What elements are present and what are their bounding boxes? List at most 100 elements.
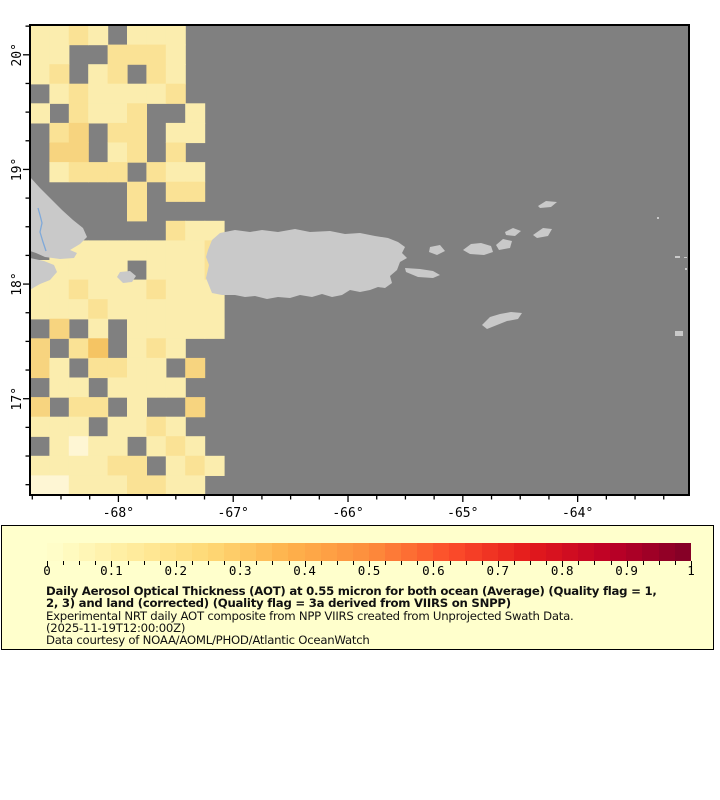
aot-cell	[127, 338, 147, 359]
aot-cell	[185, 122, 206, 144]
aot-cell	[88, 299, 109, 320]
aot-cell	[185, 162, 206, 183]
aot-cell	[88, 240, 109, 261]
colorbar-tick-label: 0.3	[228, 563, 252, 578]
colorbar-tick	[111, 561, 113, 567]
aot-cell	[204, 455, 225, 476]
colorbar-segment	[79, 543, 96, 561]
colorbar-tick	[562, 561, 564, 567]
colorbar-segment	[336, 543, 353, 561]
islet	[675, 331, 683, 336]
colorbar-tick	[63, 561, 65, 565]
aot-cell	[88, 83, 109, 104]
colorbar-tick	[497, 561, 499, 567]
aot-cell	[107, 436, 128, 457]
aot-cell	[30, 416, 50, 437]
aot-cell	[88, 436, 109, 457]
colorbar-segment	[127, 543, 144, 561]
colorbar-tick-label: 0.2	[164, 563, 188, 578]
aot-cell	[30, 475, 50, 496]
aot-cell	[146, 260, 167, 281]
aot-cell	[68, 83, 89, 104]
aot-cell	[185, 475, 206, 496]
aot-cell	[127, 279, 147, 300]
aot-cell	[68, 279, 89, 300]
aot-cell	[68, 25, 89, 46]
aot-cell	[68, 260, 89, 281]
aot-cell	[49, 142, 70, 163]
aot-cell	[146, 83, 167, 104]
aot-cell	[165, 162, 186, 183]
aot-cell	[127, 357, 147, 379]
land-hispaniola-tip	[30, 258, 57, 290]
aot-cell	[146, 357, 167, 379]
aot-cell	[68, 397, 89, 418]
colorbar-tick	[240, 561, 242, 567]
legend-caption: Daily Aerosol Optical Thickness (AOT) at…	[46, 584, 710, 647]
aot-cell	[127, 377, 147, 398]
land-st-croix	[482, 312, 522, 329]
aot-cell	[68, 142, 89, 163]
aot-cell	[185, 279, 206, 300]
legend-title-line: Daily Aerosol Optical Thickness (AOT) at…	[46, 584, 657, 598]
colorbar	[47, 543, 691, 561]
colorbar-segment	[529, 543, 546, 561]
aot-cell	[165, 83, 186, 104]
colorbar-tick	[530, 561, 531, 565]
aot-cell	[107, 455, 128, 476]
colorbar-tick-label: 0.8	[550, 563, 574, 578]
aot-cell	[68, 377, 89, 398]
colorbar-tick-label: 0	[43, 563, 51, 578]
colorbar-segment	[63, 543, 80, 561]
colorbar-segment	[626, 543, 643, 561]
legend-info-line: Experimental NRT daily AOT composite fro…	[46, 608, 574, 623]
aot-cell	[107, 475, 128, 496]
colorbar-tick	[578, 561, 580, 565]
colorbar-segment	[449, 543, 466, 561]
aot-cell	[88, 318, 109, 339]
colorbar-tick	[610, 561, 612, 565]
colorbar-tick-label: 0.1	[100, 563, 123, 578]
aot-cell	[68, 103, 89, 124]
aot-cell	[107, 279, 128, 300]
aot-cell	[185, 103, 206, 124]
aot-cell	[68, 338, 89, 359]
aot-cell	[49, 25, 70, 46]
aot-cell	[68, 416, 89, 437]
colorbar-segment	[191, 543, 208, 561]
aot-cell	[107, 142, 128, 163]
aot-cell	[49, 436, 70, 457]
colorbar-segment	[47, 543, 64, 561]
colorbar-segment	[352, 543, 369, 561]
aot-cell	[49, 299, 70, 320]
aot-cell	[107, 299, 128, 320]
colorbar-tick	[417, 561, 419, 565]
land-vieques	[405, 268, 440, 278]
aot-cell	[146, 299, 167, 320]
land-st-john	[496, 239, 512, 250]
legend-info-line: (2025-11-19T12:00:00Z)	[46, 620, 186, 635]
aot-cell	[49, 64, 70, 85]
aot-cell	[88, 397, 109, 418]
colorbar-tick-label: 1	[687, 563, 695, 578]
lat-tick-label: 19°	[10, 158, 25, 181]
aot-cell	[204, 299, 225, 320]
land-st-thomas	[463, 243, 493, 255]
colorbar-tick-label: 0.5	[357, 563, 381, 578]
colorbar-segment	[513, 543, 530, 561]
aot-cell	[185, 260, 206, 281]
colorbar-segment	[578, 543, 595, 561]
colorbar-segment	[304, 543, 321, 561]
aot-cell	[68, 436, 89, 457]
aot-cell	[165, 377, 186, 398]
land-anegada	[538, 201, 557, 208]
colorbar-tick	[449, 561, 451, 565]
colorbar-tick	[546, 561, 548, 565]
aot-cell	[185, 436, 206, 457]
aot-cell	[107, 44, 128, 65]
lon-tick-label: -68°	[103, 506, 134, 521]
aot-cell	[68, 122, 89, 144]
colorbar-segment	[288, 543, 305, 561]
aot-cell	[165, 455, 186, 476]
aot-cell	[30, 338, 50, 359]
